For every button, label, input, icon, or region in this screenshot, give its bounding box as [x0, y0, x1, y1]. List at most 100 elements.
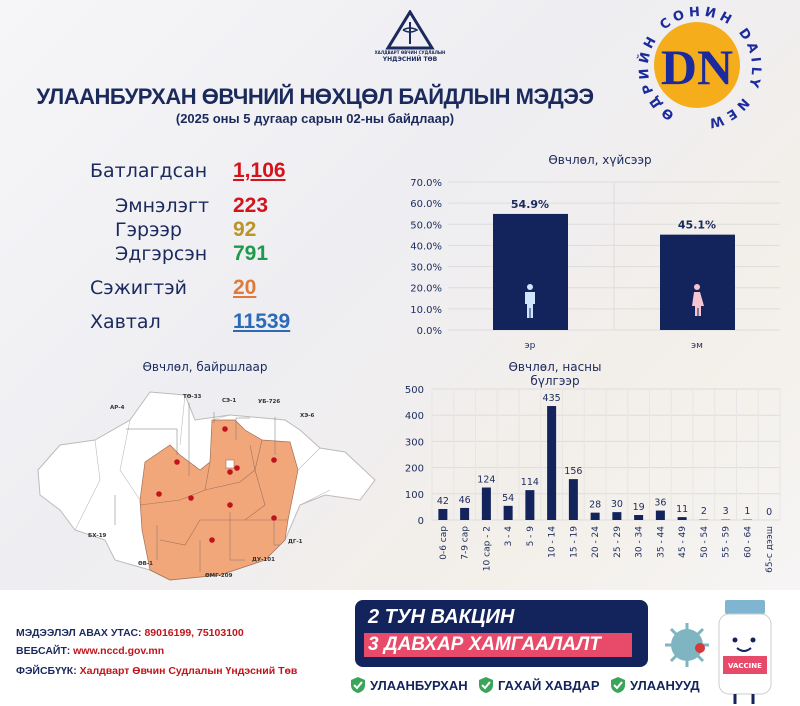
facebook-link[interactable]: Халдварт Өвчин Судлалын Үндэсний Төв [79, 665, 298, 677]
map-affected-regions [139, 419, 299, 581]
contact-facebook: ФЭЙСБҮҮК: Халдварт Өвчин Судлалын Үндэсн… [16, 665, 297, 677]
stat-label: Эмнэлэгт [115, 195, 210, 217]
phone-label: МЭДЭЭЛЭЛ АВАХ УТАС: [16, 627, 142, 639]
mongolia-map: АР-4 ТӨ-33 СЭ-1 УБ-726 ХЭ-6 БХ-19 ӨВ-1 ӨМГ-209 Д… [37, 391, 376, 581]
x-tick-label: 10 сар - 2 [482, 526, 492, 571]
value-label: 124 [477, 475, 495, 486]
y-tick-label: 60.0% [410, 199, 442, 210]
region-label: ТӨ-33 [183, 394, 202, 400]
y-tick-label: 40.0% [410, 241, 442, 252]
x-tick-label: 50 - 54 [700, 526, 710, 558]
region-label: АР-4 [110, 405, 125, 411]
case-dot [209, 537, 215, 543]
y-tick-label: 10.0% [410, 305, 442, 316]
region-label: ӨВ-1 [138, 561, 153, 567]
stat-label: Эдгэрсэн [115, 243, 208, 265]
y-tick-label: 300 [405, 437, 424, 448]
contact-phone: МЭДЭЭЛЭЛ АВАХ УТАС: 89016199, 75103100 [16, 627, 244, 639]
x-tick-label: 3 - 4 [504, 526, 514, 547]
website-link[interactable]: www.nccd.gov.mn [73, 645, 165, 657]
x-tick-label: 20 - 24 [591, 526, 601, 558]
y-tick-label: 100 [405, 490, 424, 501]
stat-value: 11539 [233, 310, 291, 333]
nccd-logo-icon [385, 10, 435, 50]
protection-label: ГАХАЙ ХАВДАР [498, 677, 600, 693]
value-label: 46 [459, 495, 471, 506]
case-dot [222, 426, 228, 432]
region-label: ӨМГ-209 [205, 573, 233, 579]
bar [460, 507, 470, 520]
page-title: УЛААНБУРХАН ӨВЧНИЙ НӨХЦӨЛ БАЙДЛЫН МЭДЭЭ [36, 84, 594, 109]
dn-letters: DN [661, 39, 733, 95]
value-label: 435 [543, 393, 561, 404]
case-dot [227, 502, 233, 508]
virus-icon [665, 623, 709, 667]
x-tick-label: 65-с дээш [765, 526, 775, 573]
stat-label: Гэрээр [115, 219, 182, 241]
x-tick-label: 10 - 14 [548, 526, 558, 558]
contact-website: ВЕБСАЙТ: www.nccd.gov.mn [16, 645, 164, 657]
female-icon [692, 284, 704, 316]
male-icon [525, 284, 535, 318]
value-label: 11 [676, 504, 688, 515]
value-label: 42 [437, 496, 449, 507]
bar [742, 519, 752, 520]
y-tick-label: 30.0% [410, 263, 442, 274]
region-label: ДУ-101 [252, 557, 275, 563]
x-tick-label: 35 - 44 [656, 526, 666, 558]
y-tick-label: 500 [405, 385, 424, 396]
map-title: Өвчлөл, байршлаар [142, 360, 268, 374]
case-dot [227, 469, 233, 475]
vaccine-label: VACCINE [728, 662, 762, 670]
case-dot [271, 515, 277, 521]
gender-chart-title: Өвчлөл, хүйсээр [548, 153, 652, 167]
gender-chart: 0.0% 10.0% 20.0% 30.0% 40.0% 50.0% 60.0% 70.0% 5… [410, 178, 780, 351]
bar [568, 479, 578, 520]
y-tick-label: 200 [405, 464, 424, 475]
value-label: 28 [589, 500, 601, 511]
stat-label: Батлагдсан [90, 160, 208, 182]
case-dot [271, 457, 277, 463]
region-label: ХЭ-6 [300, 413, 315, 419]
value-label: 45.1% [678, 219, 716, 232]
y-tick-label: 0 [418, 516, 424, 527]
shield-check-icon [611, 677, 625, 693]
x-tick-label: 7-9 сар [461, 526, 471, 560]
bar [590, 512, 600, 520]
shield-check-icon [479, 677, 493, 693]
value-label: 1 [744, 506, 750, 517]
x-tick-label: 45 - 49 [678, 526, 688, 558]
org-name-line1: ХАЛДВАРТ ӨВЧИН СУДЛАЛЫН [374, 50, 446, 55]
stat-value: 1,106 [233, 159, 286, 182]
value-label: 54.9% [511, 198, 549, 211]
x-tick-label: 55 - 59 [722, 526, 732, 558]
x-tick-label: эр [525, 341, 536, 351]
y-tick-label: 70.0% [410, 178, 442, 189]
value-label: 2 [701, 506, 707, 517]
x-tick-label: 5 - 9 [526, 526, 536, 547]
bar [634, 515, 644, 520]
stat-label: Сэжигтэй [90, 277, 187, 299]
x-tick-label: 60 - 64 [743, 526, 753, 558]
x-tick-label: 15 - 19 [569, 526, 579, 558]
case-dot [156, 491, 162, 497]
stat-value: 223 [233, 194, 269, 217]
vaccine-bottle-icon: VACCINE [718, 600, 772, 704]
y-tick-label: 50.0% [410, 220, 442, 231]
bar [677, 517, 687, 520]
facebook-label: ФЭЙСБҮҮК: [16, 665, 77, 677]
bar [438, 508, 448, 520]
x-tick-label: 25 - 29 [613, 526, 623, 558]
phone-value: 89016199, 75103100 [144, 627, 244, 639]
x-tick-label: 30 - 34 [635, 526, 645, 558]
dn-watermark-logo: DN ӨДРИЙН СОНИН DAILY NEWS [630, 0, 759, 131]
website-label: ВЕБСАЙТ: [16, 645, 71, 657]
shield-check-icon [351, 677, 365, 693]
protection-item: УЛААНБУРХАН [350, 676, 468, 694]
value-label: 19 [633, 502, 645, 513]
y-tick-label: 20.0% [410, 284, 442, 295]
region-label: БХ-19 [88, 533, 107, 539]
bar [655, 510, 665, 520]
bar [503, 505, 513, 520]
